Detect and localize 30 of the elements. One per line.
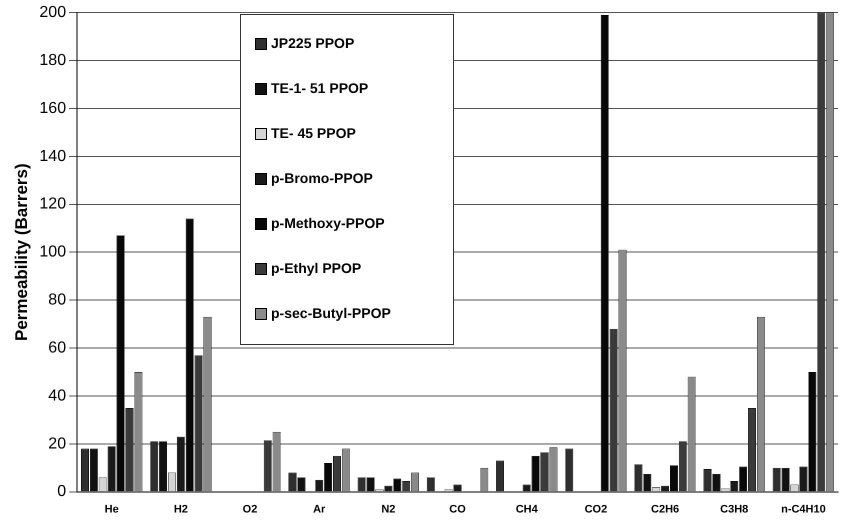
x-tick-label: O2 — [242, 503, 258, 516]
legend-label: p-Ethyl PPOP — [270, 259, 362, 278]
legend-label: TE- 45 PPOP — [270, 124, 357, 143]
x-tick-label: n-C4H10 — [781, 503, 826, 516]
legend-label: JP225 PPOP — [270, 34, 356, 53]
y-tick-label: 140 — [39, 148, 66, 165]
y-tick-label: 0 — [57, 483, 66, 500]
y-tick-label: 20 — [48, 435, 66, 452]
y-tick-label: 160 — [39, 100, 66, 117]
x-tick-label: CH4 — [516, 503, 539, 516]
legend-label: p-Methoxy-PPOP — [270, 214, 386, 233]
x-tick-label: H2 — [174, 503, 188, 516]
x-tick-label: Ar — [313, 503, 326, 516]
x-tick-label: CO2 — [584, 503, 608, 516]
x-tick-label: He — [104, 503, 119, 516]
legend-label: TE-1- 51 PPOP — [270, 79, 370, 98]
y-tick-label: 40 — [48, 387, 66, 404]
legend-label: p-sec-Butyl-PPOP — [270, 304, 392, 323]
y-tick-label: 180 — [39, 52, 66, 69]
y-tick-label: 100 — [39, 244, 66, 261]
y-tick-label: 60 — [48, 339, 66, 356]
x-tick-label: N2 — [381, 503, 396, 516]
legend-label: p-Bromo-PPOP — [270, 169, 374, 188]
x-tick-label: C3H8 — [720, 503, 748, 516]
x-tick-label: C2H6 — [651, 503, 680, 516]
x-tick-label: CO — [449, 503, 466, 516]
y-tick-label: 80 — [48, 292, 66, 309]
y-tick-label: 120 — [39, 196, 66, 213]
y-tick-label: 200 — [39, 4, 66, 22]
y-axis-title: Permeability (Barrers) — [12, 163, 31, 342]
